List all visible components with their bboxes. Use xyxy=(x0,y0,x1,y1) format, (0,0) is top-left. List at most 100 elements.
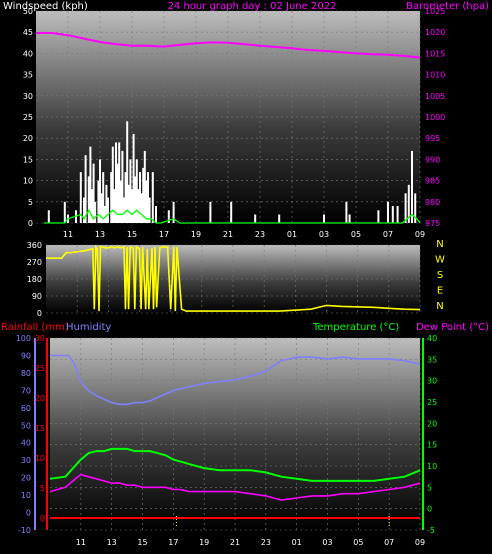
wind-speed-bar xyxy=(396,206,399,223)
wind-speed-bar xyxy=(83,197,85,223)
chart-title: 24 hour graph day : 02 June 2022 xyxy=(168,1,337,12)
temperature-x-tick-label: 03 xyxy=(322,538,332,547)
barometer-y-tick-label: 1010 xyxy=(425,71,445,80)
wind-x-tick-label: 15 xyxy=(127,230,137,239)
wind-speed-bar xyxy=(145,180,148,223)
wind-speed-bar xyxy=(172,201,175,223)
barometer-y-tick-label: 1020 xyxy=(425,28,445,37)
compass-label: N xyxy=(436,301,443,312)
humidity-y-tick-label: 90 xyxy=(21,351,31,360)
wind-speed-bar xyxy=(142,167,145,223)
wind-speed-bar xyxy=(63,201,66,223)
wind-x-tick-label: 07 xyxy=(383,230,393,239)
wind-speed-bar xyxy=(345,201,348,223)
wind-y-tick-label: 40 xyxy=(23,49,33,58)
wind-speed-bar xyxy=(131,189,133,223)
wind-speed-bar xyxy=(103,206,106,223)
temperature-x-tick-label: 11 xyxy=(76,538,86,547)
wind-y-tick-label: 10 xyxy=(23,177,33,186)
temperature-x-tick-label: 23 xyxy=(261,538,271,547)
rainfall-y-ticks: 0 5 10 15 20 25 30 xyxy=(35,334,45,523)
humidity-y-tick-label: 20 xyxy=(21,474,31,483)
humidity-y-tick-label: 60 xyxy=(21,404,31,413)
humidity-y-tick-label: 30 xyxy=(21,456,31,465)
temperature-x-tick-label: 09 xyxy=(415,538,425,547)
wind-speed-bar xyxy=(143,150,146,223)
wind-speed-bar xyxy=(167,210,170,223)
wind-speed-bar xyxy=(99,159,101,223)
wind-speed-bar xyxy=(155,206,157,223)
barometer-y-tick-label: 1025 xyxy=(425,7,445,16)
humidity-y-tick-label: 70 xyxy=(21,386,31,395)
wind-y-tick-label: 15 xyxy=(23,155,33,164)
wind-speed-bar xyxy=(119,180,122,223)
humidity-axis-label: Humidity xyxy=(66,322,111,333)
temperature-x-tick-label: 05 xyxy=(353,538,363,547)
wind-speed-bar xyxy=(323,214,325,223)
barometer-y-tick-label: 985 xyxy=(425,177,440,186)
wind-speed-bar xyxy=(92,163,95,223)
direction-y-tick-label: 0 xyxy=(37,309,42,318)
wind-speed-bars xyxy=(47,121,417,223)
wind-x-tick-label: 01 xyxy=(287,230,297,239)
temperature-x-tick-label: 01 xyxy=(292,538,302,547)
temperature-y-tick-label: 15 xyxy=(427,441,437,450)
wind-x-tick-label: 11 xyxy=(63,230,73,239)
temperature-y-ticks: -5 0 5 10 15 20 25 30 35 40 xyxy=(427,334,437,535)
wind-y-tick-label: 5 xyxy=(28,198,33,207)
barometer-y-tick-label: 1005 xyxy=(425,92,445,101)
wind-speed-bar xyxy=(135,159,138,223)
wind-speed-bar xyxy=(111,146,114,223)
humidity-y-tick-label: -10 xyxy=(18,526,31,535)
humidity-y-tick-label: 50 xyxy=(21,421,31,430)
wind-x-tick-label: 21 xyxy=(223,230,233,239)
wind-speed-bar xyxy=(97,180,100,223)
wind-y-ticks: 0 5 10 15 20 25 30 35 40 45 50 xyxy=(23,7,33,228)
barometer-y-tick-label: 990 xyxy=(425,155,440,164)
wind-y-tick-label: 50 xyxy=(23,7,33,16)
rainfall-y-tick-label: 10 xyxy=(35,454,45,463)
wind-y-tick-label: 30 xyxy=(23,92,33,101)
wind-speed-bar xyxy=(100,193,103,223)
direction-y-ticks: 0 90 180 270 360 xyxy=(27,241,42,318)
barometer-axis-label: Barometer (hpa) xyxy=(406,1,489,12)
wind-speed-bar xyxy=(147,172,149,223)
humidity-y-ticks: -10 0 10 20 30 40 50 60 70 80 90 100 xyxy=(16,334,31,535)
rainfall-y-tick-label: 0 xyxy=(40,514,45,523)
barometer-y-tick-label: 980 xyxy=(425,198,440,207)
direction-y-tick-label: 180 xyxy=(27,275,42,284)
wind-speed-bar xyxy=(115,142,117,223)
wind-speed-bar xyxy=(407,184,410,223)
wind-speed-bar xyxy=(121,150,124,223)
direction-y-tick-label: 360 xyxy=(27,241,42,250)
temperature-y-tick-label: 40 xyxy=(427,334,437,343)
wind-speed-bar xyxy=(87,176,90,223)
humidity-y-tick-label: 10 xyxy=(21,491,31,500)
wind-y-tick-label: 35 xyxy=(23,71,33,80)
wind-speed-bar xyxy=(79,172,82,223)
humidity-y-tick-label: 0 xyxy=(26,509,31,518)
wind-speed-bar xyxy=(411,150,413,223)
wind-speed-bar xyxy=(91,189,93,223)
wind-speed-bar xyxy=(123,197,125,223)
temperature-x-tick-label: 19 xyxy=(199,538,209,547)
rain-markers xyxy=(175,516,390,528)
wind-speed-bar xyxy=(47,210,50,223)
temperature-x-tick-label: 17 xyxy=(168,538,178,547)
wind-speed-bar xyxy=(137,189,140,223)
wind-speed-bar xyxy=(414,193,417,223)
wind-speed-bar xyxy=(126,121,129,223)
wind-y-tick-label: 0 xyxy=(28,219,33,228)
temperature-x-tick-label: 13 xyxy=(107,538,117,547)
wind-y-tick-label: 45 xyxy=(23,28,33,37)
wind-speed-bar xyxy=(377,210,380,223)
wind-speed-bar xyxy=(105,184,108,223)
direction-y-tick-label: 270 xyxy=(27,258,42,267)
wind-y-tick-label: 20 xyxy=(23,134,33,143)
humidity-y-tick-label: 100 xyxy=(16,334,31,343)
wind-x-tick-label: 23 xyxy=(255,230,265,239)
rainfall-y-tick-label: 25 xyxy=(35,364,45,373)
